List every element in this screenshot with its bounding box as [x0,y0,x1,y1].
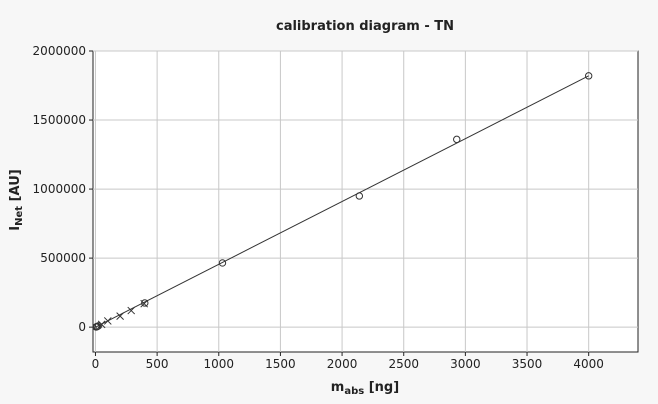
plot-area [92,50,639,353]
data-point-circle [218,259,227,267]
x-tick-label: 3500 [512,357,543,371]
x-tick-label: 0 [92,357,100,371]
data-point-circle [453,135,461,144]
chart-title: calibration diagram - TN [276,19,454,34]
y-axis-label-sub: Net [14,206,25,226]
x-axis-label-main: m [331,380,345,395]
x-tick-label: 1500 [265,357,296,371]
fit-line [95,75,589,328]
data-point-cross [140,299,149,308]
grid [93,50,638,352]
data-point-circle [355,192,364,200]
x-tick-label: 1000 [203,357,234,371]
data-point-circle [584,72,593,80]
x-tick-label: 4000 [573,357,604,371]
x-tick-label: 2500 [388,357,419,371]
data-point-cross [127,306,136,315]
data-point-circle [93,322,102,331]
y-axis-title: INet [AU] [8,169,25,230]
y-tick-label: 500000 [40,251,86,265]
x-tick-label: 3000 [450,357,481,371]
axis-ticks: 0 500 1000 1500 2000 2500 3000 3500 4000 0 500000 1… [33,44,604,371]
data-point-cross [97,320,106,329]
y-tick-label: 2000000 [33,44,86,58]
x-axis-title: mabs [ng] [331,380,399,397]
y-axis-label-unit: [AU] [8,169,23,206]
cross-stroke [140,299,149,308]
y-tick-label: 0 [78,320,86,334]
data-point-circle [94,322,103,330]
cross-stroke [97,320,106,329]
x-tick-label: 2000 [327,357,358,371]
cross-stroke [103,317,112,325]
data-point-cross [116,312,124,320]
cross-stroke [127,306,136,315]
data-point-circle [141,299,149,307]
data-point-cross [103,317,112,325]
y-axis-label-main: I [8,226,23,231]
fit-line-group [95,75,589,328]
cross-stroke [116,312,124,320]
y-tick-label: 1500000 [33,113,86,127]
data-points [92,72,593,331]
y-tick-label: 1000000 [33,182,86,196]
x-axis-label-unit: [ng] [364,380,399,395]
x-tick-label: 500 [146,357,169,371]
x-axis-label-sub: abs [344,386,364,397]
